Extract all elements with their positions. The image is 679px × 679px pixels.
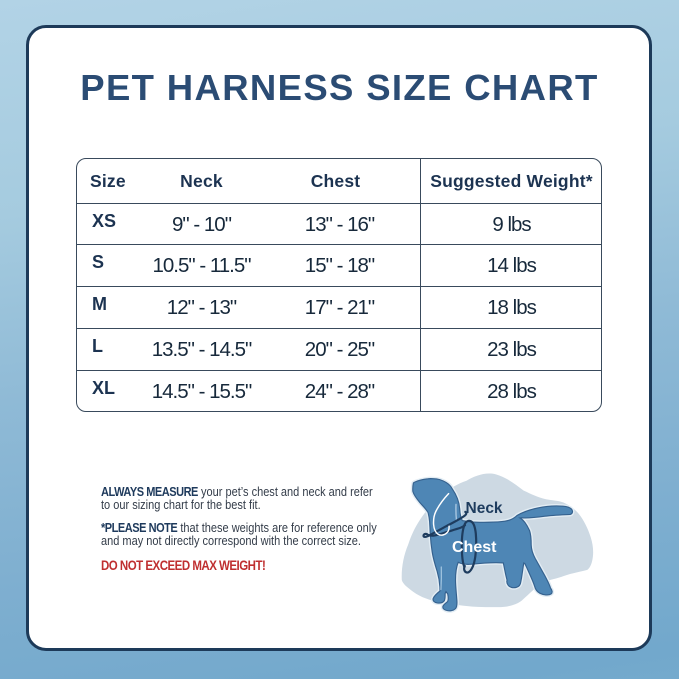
- svg-text:Neck: Neck: [466, 500, 503, 517]
- svg-text:Chest: Chest: [452, 539, 497, 556]
